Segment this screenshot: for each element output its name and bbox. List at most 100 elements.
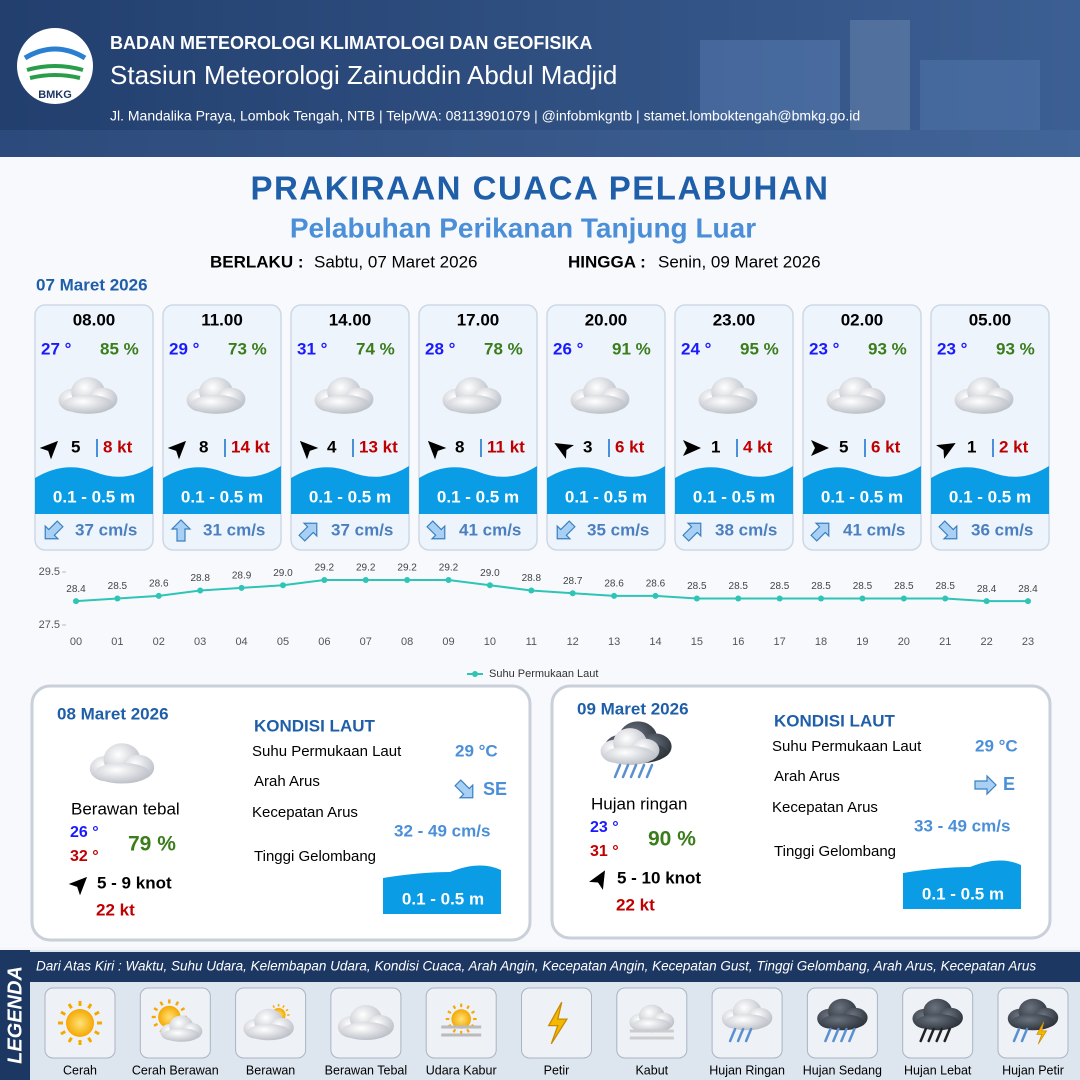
day-panel: 09 Maret 2026 Hujan ringan 23 ° 31 ° 90 % 5 -…: [577, 699, 1021, 914]
cloud-icon: [600, 728, 660, 765]
current-speed: 37 cm/s: [75, 520, 137, 539]
sun-ray: [285, 1008, 289, 1012]
cloud-puff: [916, 1014, 960, 1031]
legend-strip: [0, 950, 30, 1080]
cloud-puff: [163, 1028, 200, 1042]
legend-label: Hujan Ringan: [709, 1063, 785, 1077]
cloud-icon: [186, 377, 246, 414]
wave-area: [675, 466, 793, 514]
cloud-icon: [817, 998, 868, 1031]
cloud-icon: [698, 377, 758, 414]
data-point: [362, 576, 369, 583]
data-label: 29.2: [439, 563, 459, 574]
data-label: 28.6: [604, 578, 624, 589]
cloud-puff: [247, 1024, 291, 1041]
x-tick-label: 11: [526, 636, 537, 648]
sun-ray: [466, 1028, 470, 1033]
current-speed: 32 - 49 cm/s: [394, 821, 490, 840]
x-tick-label: 07: [360, 636, 372, 648]
data-point: [486, 582, 493, 589]
wave-area: [803, 466, 921, 514]
legend-items: Cerah Cerah Berawan Berawan Berawan Tebal Ud…: [44, 987, 1069, 1077]
humidity: 95 %: [740, 339, 779, 358]
data-point: [114, 595, 121, 602]
x-tick-label: 17: [774, 636, 786, 648]
cloud-puff: [604, 745, 656, 765]
current-arrow: [556, 520, 576, 540]
legend-label: Udara Kabur: [426, 1063, 497, 1077]
cloud-puff: [94, 762, 150, 784]
wind-arrow: [589, 870, 605, 890]
x-tick-label: 21: [939, 636, 951, 648]
data-label: 28.5: [894, 581, 914, 592]
sea-label: Suhu Permukaan Laut: [252, 743, 402, 760]
air-temp: 23 °: [809, 339, 840, 358]
sun-ray: [93, 1010, 100, 1016]
current-arrow: [938, 520, 958, 540]
rain-drop: [840, 1027, 848, 1043]
time: 05.00: [969, 310, 1012, 329]
time: 14.00: [329, 310, 372, 329]
gust-speed: 6 kt: [615, 437, 645, 456]
data-point: [693, 595, 700, 602]
sun-ray: [180, 1007, 186, 1012]
day1-date: 07 Maret 2026: [36, 275, 148, 294]
data-point: [155, 592, 162, 599]
x-tick-label: 01: [111, 636, 123, 648]
sun-ray: [466, 1005, 470, 1010]
cloud-puff: [190, 394, 242, 414]
cloud-puff: [632, 1018, 671, 1033]
legend-item: Cerah: [44, 987, 116, 1077]
gust-speed: 14 kt: [231, 437, 270, 456]
rain-drop: [927, 1027, 935, 1043]
sea-label: Kecepatan Arus: [772, 799, 878, 816]
x-tick-label: 15: [691, 636, 703, 648]
cloud-puff: [341, 1022, 390, 1040]
wind-arrow: [167, 440, 187, 460]
rain-drop: [832, 1027, 840, 1043]
sun-disc: [451, 1009, 471, 1029]
gust: 22 kt: [616, 895, 655, 914]
current-speed: 41 cm/s: [843, 520, 905, 539]
legend-item: Hujan Sedang: [803, 987, 882, 1077]
current-speed: 35 cm/s: [587, 520, 649, 539]
wind-arrow: [683, 440, 701, 456]
wave-height: 0.1 - 0.5 m: [309, 487, 391, 506]
y-tick-label: 27.5: [39, 619, 60, 631]
humidity: 93 %: [868, 339, 907, 358]
temp-max: 32 °: [70, 848, 99, 865]
legend-label: Hujan Sedang: [803, 1063, 882, 1077]
legend-item: Hujan Ringan: [709, 987, 785, 1077]
current-arrow: [974, 774, 997, 796]
data-point: [735, 595, 742, 602]
air-temp: 23 °: [937, 339, 968, 358]
data-point: [818, 595, 825, 602]
data-label: 28.4: [1018, 584, 1038, 595]
wind-speed: 8: [455, 437, 464, 456]
time: 23.00: [713, 310, 756, 329]
data-label: 28.7: [563, 576, 583, 587]
current-speed: 37 cm/s: [331, 520, 393, 539]
wave-area: [419, 466, 537, 514]
gust-speed: 11 kt: [487, 437, 525, 456]
current-arrow: [170, 519, 192, 542]
legend-item: Berawan: [235, 987, 307, 1077]
gust-speed: 6 kt: [871, 437, 901, 456]
current-speed: 36 cm/s: [971, 520, 1033, 539]
sun-ray: [175, 1001, 180, 1006]
sun-ray: [60, 1010, 67, 1016]
rain-drop: [1020, 1027, 1029, 1043]
temp-min: 26 °: [70, 824, 99, 841]
wave-area: [903, 860, 1021, 909]
humidity: 79 %: [128, 833, 176, 856]
data-label: 28.5: [729, 581, 749, 592]
sun-disc: [66, 1009, 94, 1037]
sun-ray: [447, 1010, 452, 1014]
data-label: 28.4: [66, 584, 86, 595]
data-point: [197, 587, 204, 594]
temp-min: 23 °: [590, 819, 619, 836]
